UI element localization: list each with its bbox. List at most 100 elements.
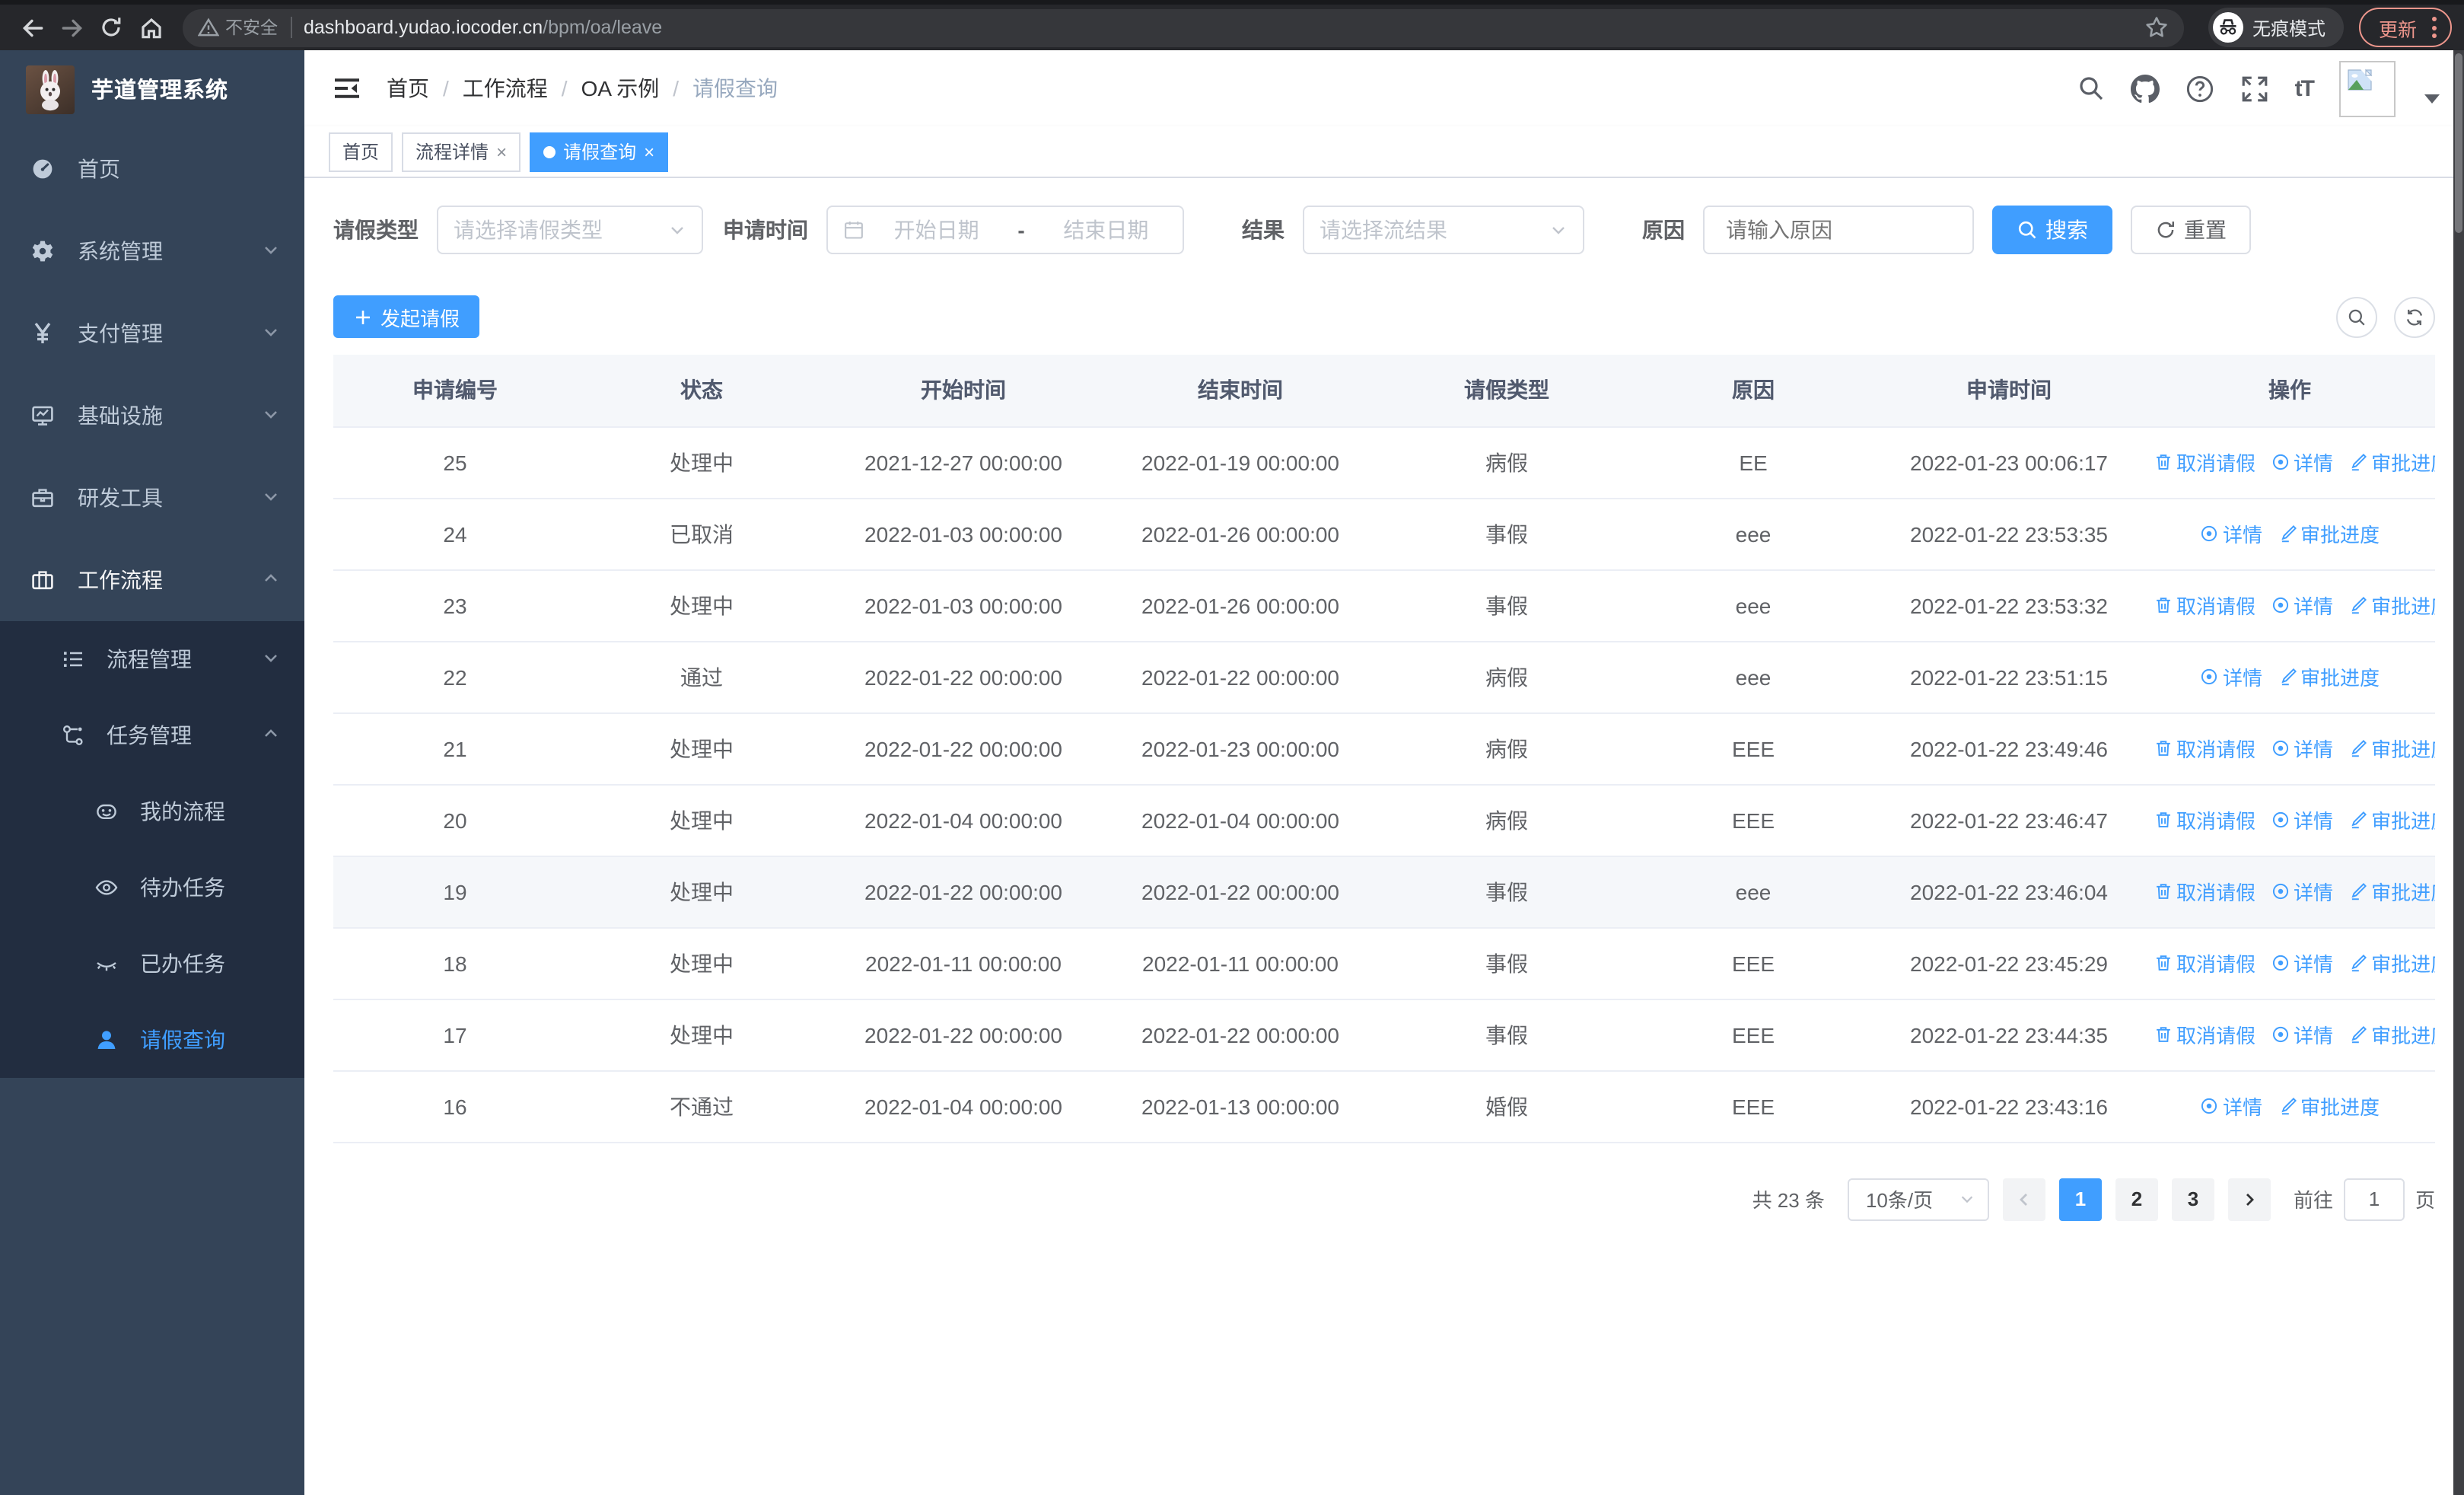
progress-action-link[interactable]: 审批进度: [2278, 1092, 2380, 1120]
cancel-action-link[interactable]: 取消请假: [2154, 948, 2255, 977]
avatar[interactable]: [2339, 60, 2396, 116]
sidebar-item-label: 任务管理: [107, 723, 192, 748]
goto-page-input[interactable]: [2343, 1178, 2405, 1220]
cancel-action-link[interactable]: 取消请假: [2154, 1020, 2255, 1049]
create-leave-button[interactable]: 发起请假: [333, 295, 480, 338]
cancel-action-link[interactable]: 取消请假: [2154, 805, 2255, 834]
cancel-action-link[interactable]: 取消请假: [2154, 448, 2255, 477]
sidebar-item-devtools[interactable]: 研发工具: [0, 457, 304, 539]
update-label[interactable]: 更新: [2378, 19, 2417, 40]
tab-home[interactable]: 首页: [329, 132, 393, 171]
detail-action-link[interactable]: 详情: [2271, 877, 2333, 906]
home-icon[interactable]: [131, 8, 170, 47]
reload-icon[interactable]: [91, 8, 131, 47]
result-select[interactable]: 请选择流结果: [1303, 206, 1584, 254]
page-button-2[interactable]: 2: [2115, 1178, 2158, 1220]
sidebar-item-leave-query[interactable]: 请假查询: [0, 1002, 304, 1078]
close-icon[interactable]: ×: [496, 141, 508, 162]
forward-icon[interactable]: [52, 8, 91, 47]
sidebar-item-home[interactable]: 首页: [0, 128, 304, 210]
cancel-action-link[interactable]: 取消请假: [2154, 591, 2255, 620]
sidebar-item-todo-tasks[interactable]: 待办任务: [0, 850, 304, 926]
search-button[interactable]: 搜索: [1992, 206, 2112, 254]
end-date-input[interactable]: 结束日期: [1063, 218, 1149, 242]
progress-action-link[interactable]: 审批进度: [2348, 948, 2435, 977]
table-row[interactable]: 16 不通过 2022-01-04 00:00:00 2022-01-13 00:00…: [333, 1070, 2435, 1143]
reason-input[interactable]: [1723, 216, 1954, 244]
progress-action-link[interactable]: 审批进度: [2348, 448, 2435, 477]
next-page-button[interactable]: [2227, 1178, 2271, 1220]
sidebar-item-payment[interactable]: 支付管理: [0, 292, 304, 375]
table-row[interactable]: 20 处理中 2022-01-04 00:00:00 2022-01-04 00:00…: [333, 784, 2435, 856]
detail-action-link[interactable]: 详情: [2271, 591, 2333, 620]
tab-leave-query[interactable]: 请假查询 ×: [530, 132, 669, 171]
breadcrumb-workflow[interactable]: 工作流程: [462, 76, 548, 100]
table-row[interactable]: 18 处理中 2022-01-11 00:00:00 2022-01-11 00:00…: [333, 927, 2435, 999]
table-row[interactable]: 21 处理中 2022-01-22 00:00:00 2022-01-23 00:00…: [333, 712, 2435, 785]
browser-update-button[interactable]: 更新: [2358, 8, 2452, 47]
scrollbar-thumb[interactable]: [2455, 53, 2462, 233]
progress-action-link[interactable]: 审批进度: [2278, 519, 2380, 548]
table-row[interactable]: 17 处理中 2022-01-22 00:00:00 2022-01-22 00:00…: [333, 999, 2435, 1071]
page-size-select[interactable]: 10条/页: [1847, 1178, 1989, 1220]
sidebar-item-infra[interactable]: 基础设施: [0, 375, 304, 457]
breadcrumb-home[interactable]: 首页: [387, 76, 429, 100]
progress-action-link[interactable]: 审批进度: [2348, 591, 2435, 620]
logo-row[interactable]: 芋道管理系统: [0, 50, 304, 128]
breadcrumb-oa[interactable]: OA 示例: [581, 76, 660, 100]
url-text[interactable]: dashboard.yudao.iocoder.cn/bpm/oa/leave: [304, 17, 663, 38]
sidebar-collapse-icon[interactable]: [332, 73, 362, 104]
cell-id: 24: [333, 498, 577, 570]
table-row[interactable]: 23 处理中 2022-01-03 00:00:00 2022-01-26 00:00…: [333, 569, 2435, 642]
prev-page-button[interactable]: [2002, 1178, 2045, 1220]
detail-action-link[interactable]: 详情: [2271, 448, 2333, 477]
tab-process-detail[interactable]: 流程详情 ×: [402, 132, 521, 171]
progress-action-link[interactable]: 审批进度: [2278, 662, 2380, 691]
help-icon[interactable]: [2185, 74, 2214, 103]
sidebar-item-workflow[interactable]: 工作流程: [0, 539, 304, 621]
sidebar-item-my-process[interactable]: 我的流程: [0, 773, 304, 850]
browser-menu-icon[interactable]: [2429, 11, 2440, 44]
progress-action-link[interactable]: 审批进度: [2348, 734, 2435, 763]
table-row[interactable]: 19 处理中 2022-01-22 00:00:00 2022-01-22 00:00…: [333, 856, 2435, 928]
github-icon[interactable]: [2130, 74, 2160, 103]
font-size-icon[interactable]: tT: [2294, 75, 2315, 101]
table-row[interactable]: 22 通过 2022-01-22 00:00:00 2022-01-22 00:00:…: [333, 641, 2435, 713]
back-icon[interactable]: [12, 8, 52, 47]
detail-action-link[interactable]: 详情: [2271, 734, 2333, 763]
detail-action-link[interactable]: 详情: [2200, 519, 2262, 548]
detail-action-link[interactable]: 详情: [2271, 948, 2333, 977]
detail-action-link[interactable]: 详情: [2200, 662, 2262, 691]
progress-action-link[interactable]: 审批进度: [2348, 1020, 2435, 1049]
page-button-1[interactable]: 1: [2058, 1178, 2102, 1220]
cancel-action-link[interactable]: 取消请假: [2154, 734, 2255, 763]
sidebar-item-task-mgmt[interactable]: 任务管理: [0, 697, 304, 773]
table-row[interactable]: 24 已取消 2022-01-03 00:00:00 2022-01-26 00:00…: [333, 498, 2435, 570]
avatar-caret-icon[interactable]: [2424, 94, 2440, 104]
sidebar-item-system[interactable]: 系统管理: [0, 210, 304, 292]
cancel-action-link[interactable]: 取消请假: [2154, 877, 2255, 906]
browser-scrollbar[interactable]: [2453, 50, 2464, 1495]
page-button-3[interactable]: 3: [2171, 1178, 2214, 1220]
bookmark-star-icon[interactable]: [2144, 15, 2169, 40]
leave-type-select[interactable]: 请选择请假类型: [437, 206, 703, 254]
sidebar-item-done-tasks[interactable]: 已办任务: [0, 926, 304, 1002]
refresh-table-button[interactable]: [2394, 296, 2435, 337]
detail-action-link[interactable]: 详情: [2271, 805, 2333, 834]
detail-action-link[interactable]: 详情: [2271, 1020, 2333, 1049]
security-label[interactable]: 不安全: [225, 20, 278, 38]
address-bar[interactable]: 不安全 dashboard.yudao.iocoder.cn/bpm/oa/le…: [183, 8, 2184, 46]
fullscreen-icon[interactable]: [2240, 74, 2269, 103]
date-range-picker[interactable]: 开始日期 - 结束日期: [826, 206, 1184, 254]
detail-action-link[interactable]: 详情: [2200, 1092, 2262, 1120]
progress-action-link[interactable]: 审批进度: [2348, 877, 2435, 906]
table-row[interactable]: 25 处理中 2021-12-27 00:00:00 2022-01-19 00:00…: [333, 426, 2435, 499]
reset-button[interactable]: 重置: [2131, 206, 2251, 254]
toggle-search-button[interactable]: [2336, 296, 2377, 337]
close-icon[interactable]: ×: [644, 141, 655, 162]
progress-action-link[interactable]: 审批进度: [2348, 805, 2435, 834]
search-icon[interactable]: [2077, 75, 2105, 102]
start-date-input[interactable]: 开始日期: [893, 218, 979, 242]
sidebar-item-process-mgmt[interactable]: 流程管理: [0, 621, 304, 697]
flow-icon: [61, 723, 85, 748]
